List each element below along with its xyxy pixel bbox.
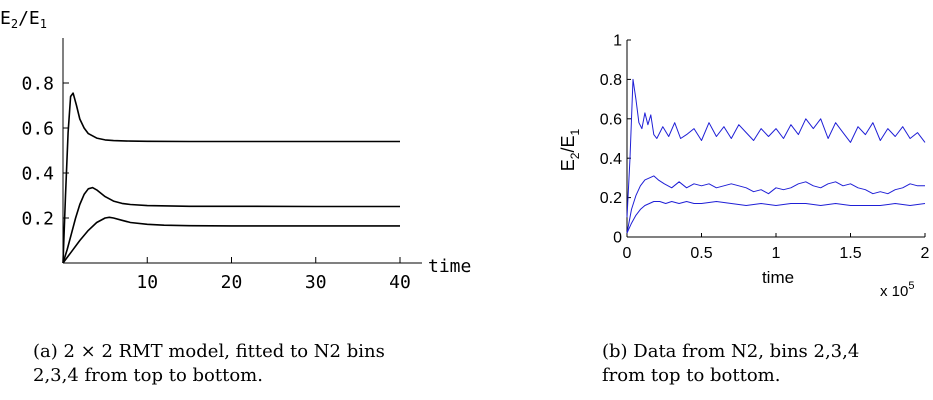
chart-a-ticks: 10 20 30 40 0.2 0.4 0.6 0.8 xyxy=(21,73,410,293)
x-tick-label: 1 xyxy=(772,245,781,262)
series-line-3 xyxy=(62,216,400,264)
caption-b-line2: from top to bottom. xyxy=(602,365,781,386)
chart-b-lines xyxy=(626,78,926,234)
caption-a-line2: 2,3,4 from top to bottom. xyxy=(33,365,263,386)
chart-b-x-multiplier: x 105 xyxy=(880,280,914,300)
y-tick-label: 0.6 xyxy=(600,111,622,128)
series-line-3 xyxy=(626,201,926,234)
chart-b-xlabel: time xyxy=(762,268,794,287)
x-tick-label: 0 xyxy=(623,245,632,262)
x-tick-label: 2 xyxy=(921,245,930,262)
y-tick-label: 0.8 xyxy=(600,72,622,89)
chart-a-ylabel: E2/E1 xyxy=(0,8,47,31)
caption-b: (b) Data from N2, bins 2,3,4 from top to… xyxy=(602,340,859,388)
chart-a-xlabel: time xyxy=(428,256,471,277)
caption-a: (a) 2 × 2 RMT model, fitted to N2 bins 2… xyxy=(33,340,385,388)
y-tick-label: 0.4 xyxy=(21,163,54,184)
chart-b-ticks: 0 0.5 1 1.5 2 0 0.2 0.4 0.6 0.8 1 xyxy=(600,33,930,262)
caption-a-line1: (a) 2 × 2 RMT model, fitted to N2 bins xyxy=(33,341,385,362)
y-tick-label: 0.4 xyxy=(600,151,622,168)
series-line-1 xyxy=(62,92,400,264)
y-tick-label: 0.2 xyxy=(600,190,622,207)
x-tick-label: 40 xyxy=(389,272,411,293)
x-tick-label: 30 xyxy=(305,272,327,293)
series-line-1 xyxy=(626,78,926,218)
x-tick-label: 20 xyxy=(221,272,243,293)
y-tick-label: 0.8 xyxy=(21,73,54,94)
chart-b-ylabel: E2/E1 xyxy=(558,128,582,171)
series-line-2 xyxy=(626,175,925,234)
y-tick-label: 0 xyxy=(613,230,622,247)
caption-b-line1: (b) Data from N2, bins 2,3,4 xyxy=(602,341,860,362)
y-tick-label: 1 xyxy=(613,33,622,50)
x-tick-label: 1.5 xyxy=(839,245,861,262)
x-tick-label: 10 xyxy=(136,272,158,293)
y-tick-label: 0.6 xyxy=(21,118,54,139)
chart-a-lines xyxy=(62,92,400,264)
y-tick-label: 0.2 xyxy=(21,208,54,229)
x-tick-label: 0.5 xyxy=(690,245,712,262)
series-line-2 xyxy=(62,186,400,264)
